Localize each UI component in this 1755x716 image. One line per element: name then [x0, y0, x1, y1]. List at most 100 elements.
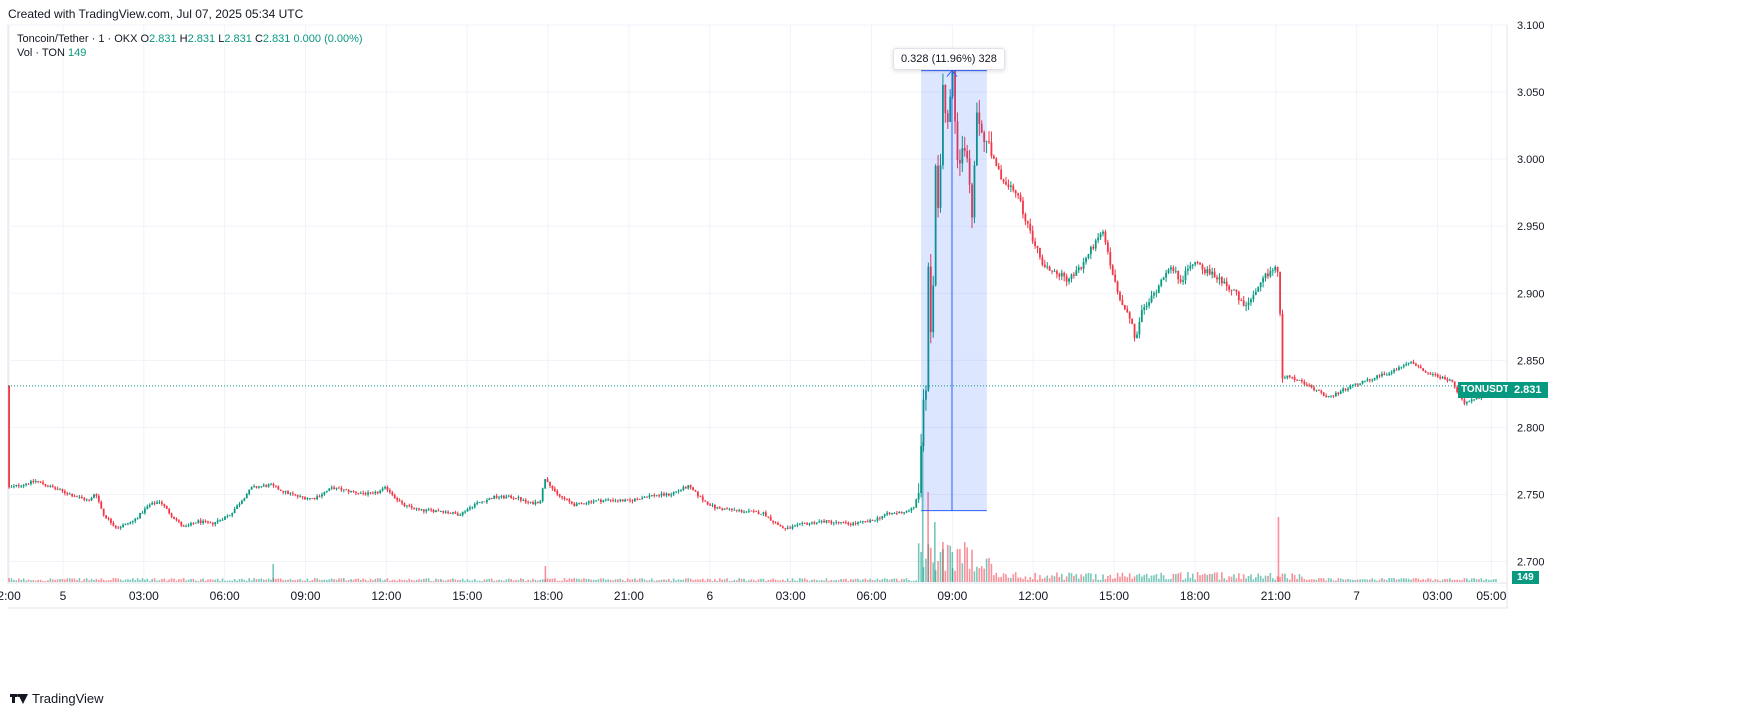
volume-bar: [1461, 580, 1463, 582]
candle-body: [1349, 386, 1352, 389]
candle-body: [1189, 265, 1192, 269]
volume-bar: [1184, 578, 1187, 582]
candle-body: [228, 515, 231, 517]
volume-label[interactable]: Vol · TON: [17, 47, 65, 59]
volume-bar: [546, 578, 549, 582]
candle-body: [847, 522, 850, 525]
candle-body: [573, 503, 576, 507]
volume-bar: [823, 580, 825, 582]
volume-bar: [389, 580, 391, 582]
volume-bar: [415, 579, 418, 582]
volume-bar: [158, 580, 161, 582]
volume-bar: [233, 578, 236, 582]
volume-bar: [1369, 579, 1371, 582]
candle-body: [580, 502, 583, 504]
candle-body: [529, 502, 532, 504]
volume-bar: [473, 579, 476, 582]
candle-body: [350, 491, 352, 493]
volume-bar: [178, 579, 180, 582]
candle-body: [1252, 294, 1255, 300]
volume-bar: [238, 579, 241, 582]
volume-bar: [655, 580, 658, 582]
time-tick-label: 12:00: [371, 589, 401, 603]
candle-body: [1473, 399, 1476, 401]
volume-bar: [161, 578, 163, 582]
high-value: 2.831: [187, 33, 216, 45]
volume-bar: [609, 579, 612, 582]
candle-body: [478, 502, 481, 504]
candle-body: [631, 500, 634, 502]
volume-bar: [340, 578, 343, 582]
candle-body: [835, 521, 838, 523]
volume-bar: [1429, 578, 1432, 582]
candle-body: [25, 483, 27, 485]
volume-bar: [769, 579, 772, 582]
candle-body: [71, 493, 74, 497]
candle-body: [1373, 378, 1376, 380]
time-axis: 2:00 5 03:00 06:00 09:00 12:00 15:00 18:00 21:00…: [0, 589, 1507, 603]
candle-body: [633, 498, 636, 502]
volume-bar: [1364, 579, 1366, 582]
candle-body: [1337, 392, 1340, 394]
volume-bar: [1150, 575, 1153, 582]
volume-bar: [1031, 579, 1034, 582]
volume-bar: [54, 580, 56, 582]
volume-bar: [267, 578, 270, 582]
candle-body: [1320, 390, 1323, 393]
volume-bar: [1208, 573, 1211, 582]
volume-bar: [1124, 576, 1126, 582]
volume-bar: [1068, 572, 1070, 582]
volume-bar: [1453, 579, 1456, 582]
candle-body: [757, 511, 760, 515]
candle-body: [214, 522, 217, 525]
candle-body: [233, 508, 236, 514]
candle-body: [650, 495, 653, 496]
candle-body: [954, 69, 956, 122]
tradingview-footer[interactable]: TradingView: [10, 691, 104, 706]
volume-bar: [192, 578, 195, 582]
candle-body: [983, 132, 986, 142]
volume-bar: [328, 579, 331, 582]
volume-bar: [122, 580, 124, 582]
symbol-title[interactable]: Toncoin/Tether · 1 · OKX: [17, 33, 138, 45]
volume-bar: [760, 578, 762, 582]
volume-bar: [275, 578, 277, 582]
volume-bar: [978, 568, 981, 582]
volume-bar: [1187, 572, 1189, 582]
candle-body: [306, 498, 309, 500]
volume-bar: [956, 549, 959, 582]
volume-bar: [1344, 579, 1347, 582]
candle-body: [1216, 277, 1218, 280]
volume-bar: [1284, 573, 1286, 582]
volume-bar: [495, 580, 498, 582]
volume-bar: [1352, 579, 1354, 582]
volume-bar: [755, 580, 757, 582]
candle-body: [1223, 281, 1226, 284]
candle-body: [597, 499, 600, 501]
volume-bar: [711, 580, 714, 582]
candle-body: [992, 156, 995, 159]
candle-body: [51, 485, 54, 488]
candle-body: [532, 502, 534, 505]
candle-body: [1398, 367, 1400, 370]
volume-bar: [522, 579, 525, 582]
candle-body: [112, 522, 115, 526]
volume-bar: [425, 578, 428, 582]
volume-bar: [692, 580, 694, 582]
volume-bar: [301, 580, 304, 582]
volume-bar: [1053, 576, 1056, 582]
volume-bar: [532, 578, 534, 582]
candle-body: [852, 523, 855, 525]
candle-body: [197, 520, 200, 523]
volume-bar: [1373, 579, 1376, 582]
candle-body: [177, 520, 180, 522]
volume-bar: [512, 580, 515, 582]
candle-body: [888, 512, 891, 514]
candle-body: [1225, 281, 1228, 287]
volume-bar: [1162, 575, 1165, 582]
candle-body: [335, 487, 338, 490]
volume-bar: [537, 580, 539, 582]
candle-body: [1325, 395, 1328, 398]
volume-bar: [1114, 578, 1116, 582]
